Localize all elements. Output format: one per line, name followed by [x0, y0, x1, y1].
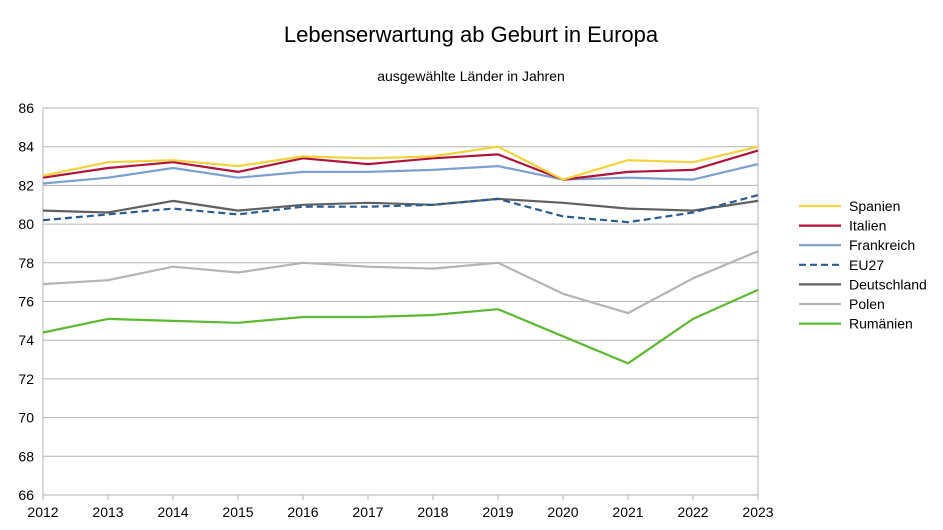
y-tick-label: 80: [18, 216, 34, 232]
series-line-eu27: [42, 194, 759, 224]
axes: 66 68 70 72 74 76 78 80 82 84 86 2012 2013 2014 2015 20…: [18, 100, 773, 520]
series-line-spanien: [42, 145, 759, 181]
y-tick-label: 84: [18, 139, 34, 155]
x-tick-label: 2021: [612, 504, 643, 520]
series-line-italien: [42, 149, 759, 181]
legend-label: Deutschland: [849, 276, 927, 292]
x-tick-label: 2020: [547, 504, 578, 520]
series-line-frankreich: [42, 163, 759, 185]
legend-label: EU27: [849, 257, 884, 273]
y-tick-label: 72: [18, 371, 34, 387]
legend-label: Spanien: [849, 198, 900, 214]
gridlines: [43, 107, 758, 496]
y-tick-label: 70: [18, 410, 34, 426]
legend-label: Italien: [849, 218, 886, 234]
x-tick-label: 2012: [27, 504, 58, 520]
x-tick-label: 2018: [417, 504, 448, 520]
x-tick-label: 2023: [742, 504, 773, 520]
series-line-rumänien: [42, 288, 759, 365]
x-tick-label: 2016: [287, 504, 318, 520]
y-tick-label: 78: [18, 255, 34, 271]
x-tick-label: 2022: [677, 504, 708, 520]
legend: Spanien Italien Frankreich EU27 Deutschland P…: [799, 198, 927, 332]
x-tick-label: 2017: [352, 504, 383, 520]
y-tick-label: 76: [18, 294, 34, 310]
y-tick-label: 86: [18, 100, 34, 116]
series-lines: [42, 145, 759, 365]
x-tick-label: 2015: [222, 504, 253, 520]
x-tick-label: 2014: [157, 504, 188, 520]
legend-label: Polen: [849, 296, 885, 312]
series-line-polen: [42, 250, 759, 315]
legend-label: Rumänien: [849, 316, 913, 332]
y-tick-label: 74: [18, 332, 34, 348]
legend-label: Frankreich: [849, 237, 915, 253]
x-tick-label: 2013: [92, 504, 123, 520]
y-tick-label: 66: [18, 487, 34, 503]
series-line-deutschland: [42, 197, 759, 214]
chart-subtitle: ausgewählte Länder in Jahren: [377, 68, 565, 84]
y-tick-label: 82: [18, 177, 34, 193]
y-tick-label: 68: [18, 448, 34, 464]
chart-title: Lebenserwartung ab Geburt in Europa: [284, 22, 659, 47]
x-tick-label: 2019: [482, 504, 513, 520]
